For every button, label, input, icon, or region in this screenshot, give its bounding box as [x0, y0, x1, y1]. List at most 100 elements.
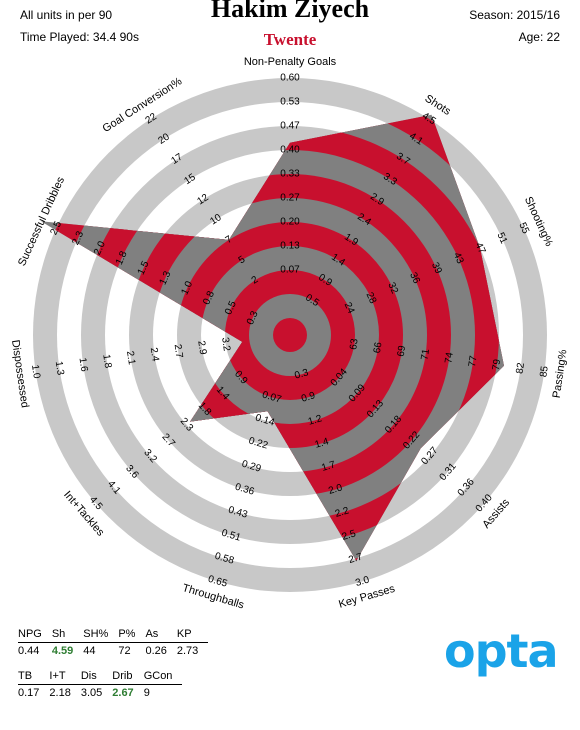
tick-label: 0.22	[247, 436, 269, 452]
tick-label: 43	[451, 251, 466, 266]
tick-label: 0.58	[213, 551, 235, 567]
tick-label: 2	[250, 274, 261, 286]
tick-label: 1.6	[77, 357, 90, 373]
tick-label: 3.2	[219, 337, 232, 353]
tick-label: 1.0	[179, 279, 195, 297]
season-label: Season: 2015/16	[469, 8, 560, 22]
tick-label: 1.4	[314, 436, 331, 451]
stat-value: 2.67	[112, 687, 134, 699]
tick-label: 79	[491, 358, 504, 371]
stat-header: P%	[118, 628, 146, 643]
units-note: All units in per 90	[20, 8, 113, 22]
tick-label: 2.7	[347, 551, 364, 566]
tick-label: 0.13	[280, 241, 300, 252]
tick-label: 0.3	[245, 309, 261, 327]
stat-value: 2.73	[176, 645, 199, 657]
tick-label: 85	[538, 365, 551, 378]
tick-label: 1.7	[320, 459, 337, 474]
tick-label: 36	[407, 271, 422, 286]
tick-label: 0.3	[293, 367, 310, 382]
tick-label: 0.40	[280, 145, 300, 156]
tick-label: 0.36	[234, 482, 256, 498]
stat-header: Drib	[112, 670, 144, 685]
stat-value: 2.18	[49, 687, 71, 699]
tick-label: 51	[494, 231, 509, 246]
tick-label: 24	[342, 301, 357, 316]
stat-header: TB	[18, 670, 50, 685]
tick-label: 5	[237, 254, 248, 266]
tick-label: 1.3	[53, 361, 66, 377]
tick-label: 69	[396, 344, 409, 357]
time-played: Time Played: 34.4 90s	[20, 30, 139, 44]
tick-label: 1.8	[100, 354, 113, 370]
tick-label: 0.9	[300, 390, 317, 405]
tick-label: 0.5	[223, 299, 239, 317]
tick-label: 74	[443, 351, 456, 364]
stat-header: NPG	[18, 628, 52, 643]
stat-header: As	[145, 628, 177, 643]
opta-logo: opta	[444, 624, 559, 678]
stat-header: SH%	[83, 628, 119, 643]
tick-label: 77	[467, 355, 480, 368]
tick-label: 2.4	[148, 347, 161, 363]
tick-label: 7	[224, 234, 235, 246]
tick-label: 71	[420, 348, 433, 361]
tick-label: 39	[429, 261, 444, 276]
tick-label: 47	[473, 241, 488, 256]
tick-label: 1.3	[158, 269, 174, 287]
stat-value: 3.05	[80, 687, 103, 699]
tick-label: 55	[516, 221, 531, 236]
tick-label: 0.33	[280, 169, 300, 180]
tick-label: 0.51	[220, 528, 242, 544]
stat-header: I+T	[49, 670, 81, 685]
radar-chart: 0.07 0.13 0.20 0.27 0.33 0.40 0.47 0.53 0.60 Non-…	[9, 56, 570, 612]
player-name: Hakim Ziyech	[210, 0, 370, 23]
stat-header: Sh	[51, 628, 84, 643]
stat-value: 44	[83, 645, 96, 657]
tick-label: 2.2	[334, 505, 351, 520]
tick-label: 0.65	[207, 574, 229, 590]
axis-label: Key Passes	[337, 583, 397, 611]
stats-table-2: TB I+T Dis Drib GCon 0.17 2.18 3.05 2.67 9	[18, 670, 183, 700]
tick-label: 1.0	[29, 364, 42, 380]
tick-label: 0.20	[280, 217, 300, 228]
stat-header: KP	[176, 628, 209, 643]
tick-label: 0.53	[280, 97, 300, 108]
polygon-core	[273, 318, 307, 352]
tick-label: 3.0	[354, 574, 371, 589]
stat-header: GCon	[143, 670, 183, 685]
tick-label: 2.9	[195, 340, 208, 356]
stat-value: 72	[118, 645, 131, 657]
stat-value: 0.44	[18, 645, 40, 657]
tick-label: 2.7	[172, 343, 185, 359]
axis-label: Throughballs	[181, 582, 246, 612]
tick-label: 0.07	[261, 390, 283, 406]
tick-label: 0.14	[254, 413, 276, 429]
tick-label: 0.07	[280, 265, 300, 276]
tick-label: 0.27	[280, 193, 300, 204]
tick-label: 28	[364, 291, 379, 306]
tick-label: 2.1	[124, 350, 137, 366]
axis-label: Non-Penalty Goals	[244, 56, 337, 68]
tick-label: 2.0	[327, 482, 344, 497]
tick-label: 2.5	[48, 219, 64, 237]
tick-label: 1.2	[307, 413, 324, 428]
tick-label: 0.60	[280, 73, 300, 84]
team-name: Twente	[263, 30, 317, 49]
tick-label: 0.29	[240, 459, 262, 475]
tick-label: 1.8	[114, 249, 130, 267]
tick-label: 66	[372, 341, 385, 354]
stat-value: 4.59	[51, 645, 74, 657]
tick-label: 32	[385, 281, 400, 296]
tick-label: 0.8	[201, 289, 217, 307]
tick-label: 63	[348, 338, 361, 351]
tick-label: 82	[515, 361, 528, 374]
axis-label: Passing%	[551, 349, 570, 399]
tick-label: 1.5	[136, 259, 152, 277]
tick-label: 2.5	[341, 528, 358, 543]
tick-label: 2.0	[92, 239, 108, 257]
stat-value: 0.26	[145, 645, 167, 657]
stat-value: 0.17	[18, 687, 40, 699]
age-label: Age: 22	[518, 30, 560, 44]
stats-table-1: NPG Sh SH% P% As KP 0.44 4.59 44 72 0.26 2.73	[18, 628, 209, 658]
